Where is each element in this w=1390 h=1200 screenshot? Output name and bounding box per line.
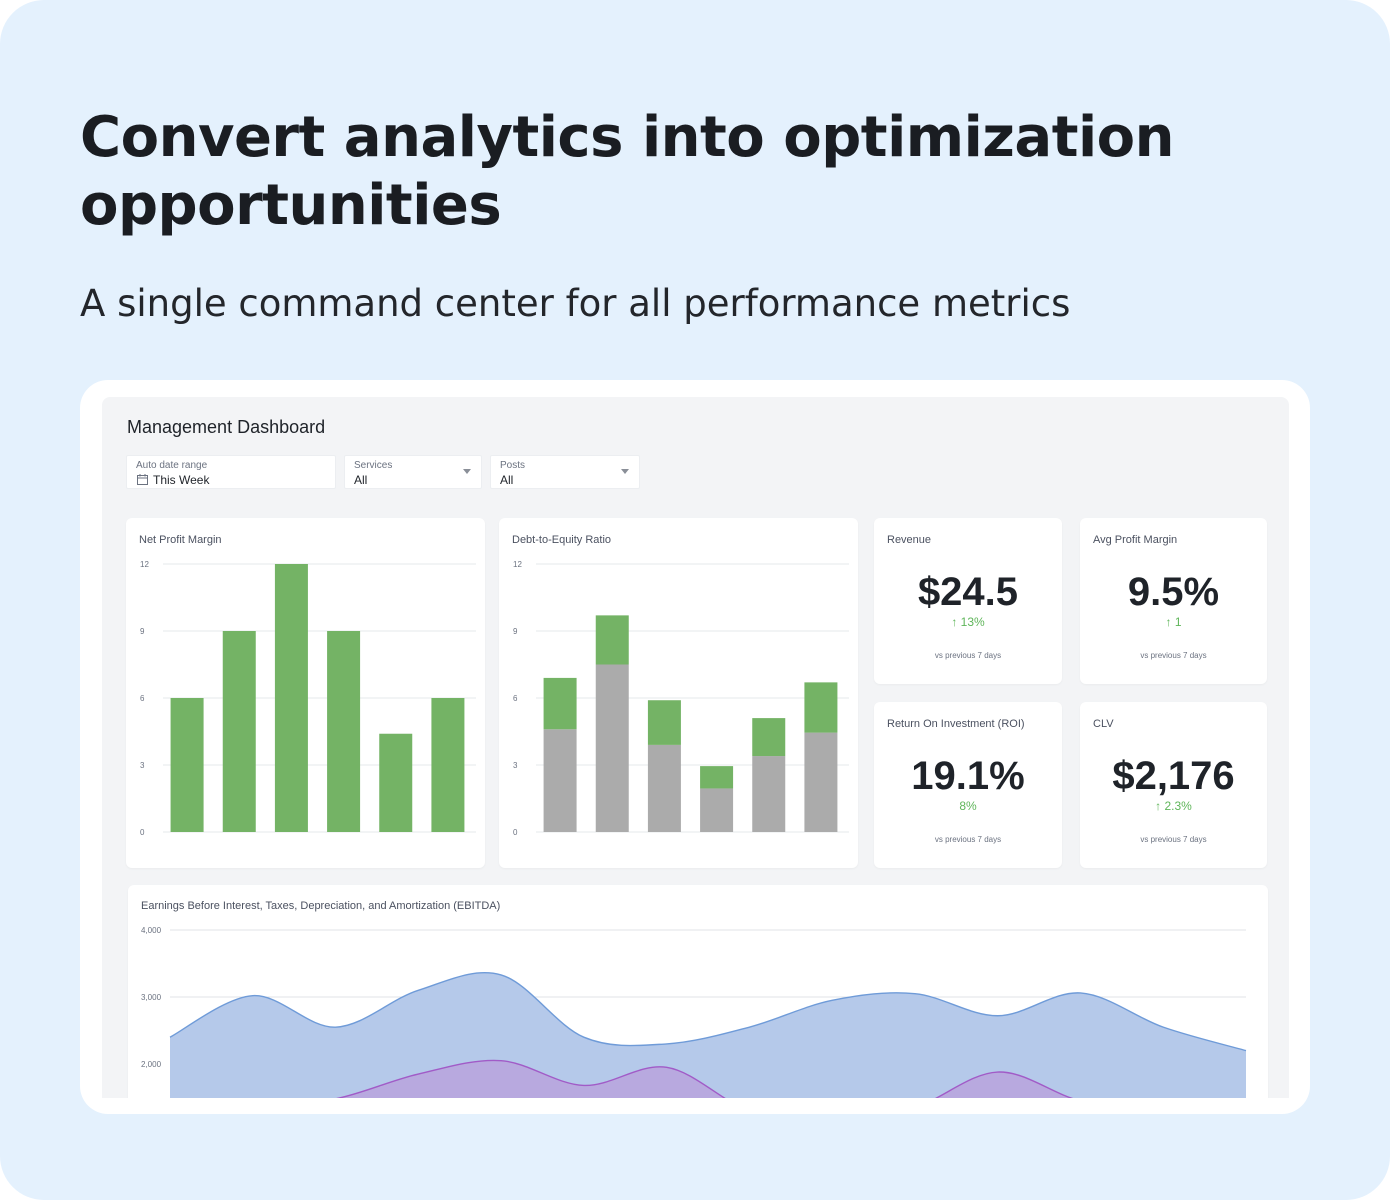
bar xyxy=(327,631,361,832)
kpi-note: vs previous 7 days xyxy=(934,651,1002,660)
y-tick-label: 3 xyxy=(513,761,518,770)
roi-card: Return On Investment (ROI) 19.1% 8% vs p… xyxy=(874,702,1062,868)
y-tick-label: 0 xyxy=(513,828,518,837)
y-tick-label: 6 xyxy=(140,694,145,703)
y-tick-label: 4,000 xyxy=(141,926,162,935)
posts-label: Posts xyxy=(500,460,526,471)
dashboard-frame: Management Dashboard Auto date range Thi… xyxy=(80,380,1310,1114)
kpi-title: Revenue xyxy=(887,534,932,546)
posts-value: All xyxy=(500,473,514,487)
bar xyxy=(274,564,308,832)
kpi-value: 19.1% xyxy=(911,754,1025,798)
debt-to-equity-chart: 0 3 6 9 12 xyxy=(513,560,849,837)
y-tick-label: 9 xyxy=(513,627,518,636)
area-series-2 xyxy=(339,1060,1072,1098)
chevron-down-icon[interactable] xyxy=(621,469,629,474)
services-label: Services xyxy=(354,460,393,471)
kpi-value: $2,176 xyxy=(1112,754,1235,798)
kpi-delta: ↑ 2.3% xyxy=(1155,799,1192,813)
kpi-note: vs previous 7 days xyxy=(1140,835,1207,844)
debt-to-equity-card: Debt-to-Equity Ratio 0 3 6 9 12 xyxy=(499,518,858,868)
chart-title: Earnings Before Interest, Taxes, Depreci… xyxy=(141,900,501,912)
y-tick-label: 6 xyxy=(513,694,518,703)
kpi-delta: ↑ 1 xyxy=(1165,615,1182,629)
services-filter[interactable]: Services All xyxy=(344,455,482,489)
bar-segment-gray xyxy=(700,788,734,832)
subheadline: A single command center for all performa… xyxy=(80,282,1071,325)
clv-card: CLV $2,176 ↑ 2.3% vs previous 7 days xyxy=(1080,702,1267,868)
posts-filter[interactable]: Posts All xyxy=(490,455,640,489)
y-tick-label: 12 xyxy=(513,560,522,569)
bar-segment-green xyxy=(700,766,734,789)
chart-title: Debt-to-Equity Ratio xyxy=(512,534,612,546)
bar xyxy=(222,631,256,832)
y-tick-label: 2,000 xyxy=(141,1060,162,1069)
kpi-delta: 8% xyxy=(959,799,977,813)
kpi-delta: ↑ 13% xyxy=(951,615,985,629)
bar xyxy=(431,698,465,832)
avg-profit-margin-card: Avg Profit Margin 9.5% ↑ 1 vs previous 7… xyxy=(1080,518,1267,684)
kpi-title: Avg Profit Margin xyxy=(1093,534,1178,546)
line-series-2 xyxy=(336,1059,1074,1098)
kpi-title: CLV xyxy=(1093,718,1114,730)
bar-segment-green xyxy=(804,682,838,733)
chevron-down-icon[interactable] xyxy=(463,469,471,474)
line-series-1 xyxy=(169,971,1247,1052)
bar-segment-green xyxy=(595,615,629,665)
y-tick-label: 3,000 xyxy=(141,993,162,1002)
bar-segment-green xyxy=(647,700,681,745)
net-profit-margin-chart: 0 3 6 9 12 xyxy=(140,560,476,837)
chart-title: Net Profit Margin xyxy=(139,534,222,546)
bar-segment-gray xyxy=(752,756,786,832)
headline: Convert analytics into optimization oppo… xyxy=(80,105,1175,238)
calendar-icon xyxy=(137,474,148,485)
kpi-title: Return On Investment (ROI) xyxy=(887,718,1025,730)
kpi-value: 9.5% xyxy=(1127,570,1220,614)
ebitda-chart: 2,000 3,000 4,000 xyxy=(141,926,1247,1098)
bar-segment-green xyxy=(752,718,786,757)
y-tick-label: 0 xyxy=(140,828,145,837)
bar-segment-gray xyxy=(804,732,838,832)
bar xyxy=(170,698,204,832)
kpi-note: vs previous 7 days xyxy=(1140,651,1207,660)
net-profit-margin-card: Net Profit Margin 0 3 6 9 12 xyxy=(126,518,485,868)
area-series-1 xyxy=(170,972,1246,1098)
dashboard-title: Management Dashboard xyxy=(127,417,326,437)
kpi-value: $24.5 xyxy=(917,570,1019,614)
date-range-label: Auto date range xyxy=(136,460,208,471)
management-dashboard: Management Dashboard Auto date range Thi… xyxy=(102,397,1289,1098)
services-value: All xyxy=(354,473,368,487)
bar-segment-gray xyxy=(543,729,577,832)
ebitda-card: Earnings Before Interest, Taxes, Depreci… xyxy=(128,885,1268,1098)
bar xyxy=(379,733,413,832)
y-tick-label: 12 xyxy=(140,560,149,569)
revenue-card: Revenue $24.5 ↑ 13% vs previous 7 days xyxy=(874,518,1062,684)
bar-segment-gray xyxy=(647,744,681,832)
bar-segment-gray xyxy=(595,664,629,832)
date-range-value: This Week xyxy=(153,473,210,487)
y-tick-label: 9 xyxy=(140,627,145,636)
bar-segment-green xyxy=(543,677,577,730)
date-range-filter[interactable]: Auto date range This Week xyxy=(126,455,336,489)
kpi-note: vs previous 7 days xyxy=(934,835,1002,844)
y-tick-label: 3 xyxy=(140,761,145,770)
